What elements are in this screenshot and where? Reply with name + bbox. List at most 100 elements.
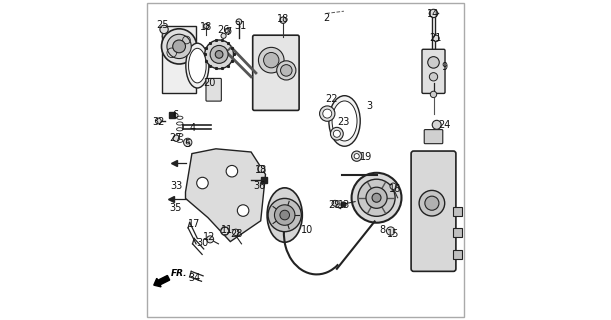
Circle shape: [280, 17, 287, 23]
FancyBboxPatch shape: [206, 78, 221, 101]
Text: 18: 18: [277, 14, 289, 24]
Circle shape: [263, 52, 279, 68]
Circle shape: [258, 165, 265, 172]
Ellipse shape: [186, 43, 209, 88]
Circle shape: [221, 33, 226, 38]
Text: 20: 20: [203, 78, 216, 88]
Circle shape: [197, 177, 208, 189]
Circle shape: [334, 130, 340, 137]
Circle shape: [225, 28, 231, 34]
Circle shape: [351, 173, 401, 223]
Circle shape: [173, 135, 180, 141]
Circle shape: [226, 165, 238, 177]
Circle shape: [203, 24, 209, 29]
Ellipse shape: [267, 188, 302, 242]
Circle shape: [155, 118, 161, 124]
Text: 36: 36: [253, 180, 265, 191]
Text: 32: 32: [153, 116, 165, 127]
Text: 8: 8: [379, 225, 386, 236]
Text: 33: 33: [170, 180, 183, 191]
Text: 16: 16: [389, 184, 401, 194]
FancyBboxPatch shape: [147, 3, 464, 317]
Circle shape: [280, 65, 292, 76]
Text: 21: 21: [429, 33, 441, 44]
FancyBboxPatch shape: [424, 130, 443, 144]
Text: 34: 34: [188, 273, 200, 284]
FancyArrow shape: [154, 276, 170, 287]
Circle shape: [366, 187, 387, 208]
Text: 14: 14: [427, 9, 440, 20]
Circle shape: [320, 106, 335, 121]
Text: 35: 35: [170, 203, 182, 213]
Circle shape: [274, 205, 295, 225]
Text: 13: 13: [338, 200, 350, 210]
Text: 2: 2: [323, 12, 329, 23]
Text: FR.: FR.: [170, 269, 187, 278]
Text: 22: 22: [325, 94, 337, 104]
Circle shape: [237, 205, 249, 216]
Circle shape: [390, 183, 397, 189]
Circle shape: [268, 198, 301, 232]
Text: 10: 10: [301, 225, 313, 236]
Text: 30: 30: [196, 238, 208, 248]
Circle shape: [323, 109, 332, 118]
FancyBboxPatch shape: [253, 35, 299, 110]
Text: 5: 5: [184, 139, 190, 149]
Circle shape: [433, 35, 439, 42]
Text: 27: 27: [170, 132, 182, 143]
Circle shape: [210, 45, 228, 63]
Circle shape: [425, 196, 439, 210]
FancyBboxPatch shape: [453, 250, 462, 259]
Text: 24: 24: [439, 120, 451, 130]
Circle shape: [419, 190, 445, 216]
FancyBboxPatch shape: [422, 49, 445, 93]
Text: 28: 28: [230, 228, 243, 239]
Circle shape: [430, 9, 437, 18]
Text: 6: 6: [172, 110, 178, 120]
FancyBboxPatch shape: [453, 228, 462, 237]
Circle shape: [331, 127, 343, 140]
Circle shape: [205, 40, 233, 69]
Text: 18: 18: [200, 22, 213, 32]
Text: 29: 29: [328, 200, 340, 210]
Circle shape: [183, 138, 192, 147]
Text: 19: 19: [360, 152, 373, 162]
Circle shape: [236, 19, 242, 25]
Circle shape: [432, 120, 441, 129]
Circle shape: [354, 154, 359, 159]
Text: 9: 9: [442, 62, 448, 72]
Text: 31: 31: [235, 20, 247, 31]
Circle shape: [161, 29, 197, 64]
Text: 23: 23: [338, 116, 350, 127]
Circle shape: [332, 200, 338, 206]
Text: 12: 12: [203, 232, 216, 242]
Circle shape: [430, 73, 437, 81]
Text: 4: 4: [190, 123, 196, 133]
FancyBboxPatch shape: [411, 151, 456, 271]
Text: 18: 18: [255, 164, 267, 175]
Circle shape: [428, 57, 439, 68]
Ellipse shape: [189, 48, 206, 83]
Ellipse shape: [329, 96, 360, 146]
Text: 17: 17: [188, 219, 200, 229]
Ellipse shape: [332, 101, 357, 141]
Circle shape: [358, 179, 395, 216]
Text: 25: 25: [156, 20, 169, 30]
Circle shape: [280, 210, 290, 220]
Circle shape: [173, 40, 186, 53]
Polygon shape: [221, 228, 229, 235]
Circle shape: [221, 227, 229, 235]
FancyBboxPatch shape: [162, 26, 196, 93]
Text: 3: 3: [367, 100, 373, 111]
Circle shape: [215, 51, 223, 58]
Circle shape: [258, 47, 284, 73]
Circle shape: [372, 193, 381, 202]
Circle shape: [160, 25, 168, 34]
Circle shape: [430, 91, 437, 98]
Text: 7: 7: [225, 27, 232, 37]
FancyBboxPatch shape: [453, 207, 462, 216]
Circle shape: [351, 151, 362, 161]
Text: 26: 26: [218, 25, 230, 36]
Text: 15: 15: [387, 228, 400, 239]
Circle shape: [186, 141, 189, 144]
